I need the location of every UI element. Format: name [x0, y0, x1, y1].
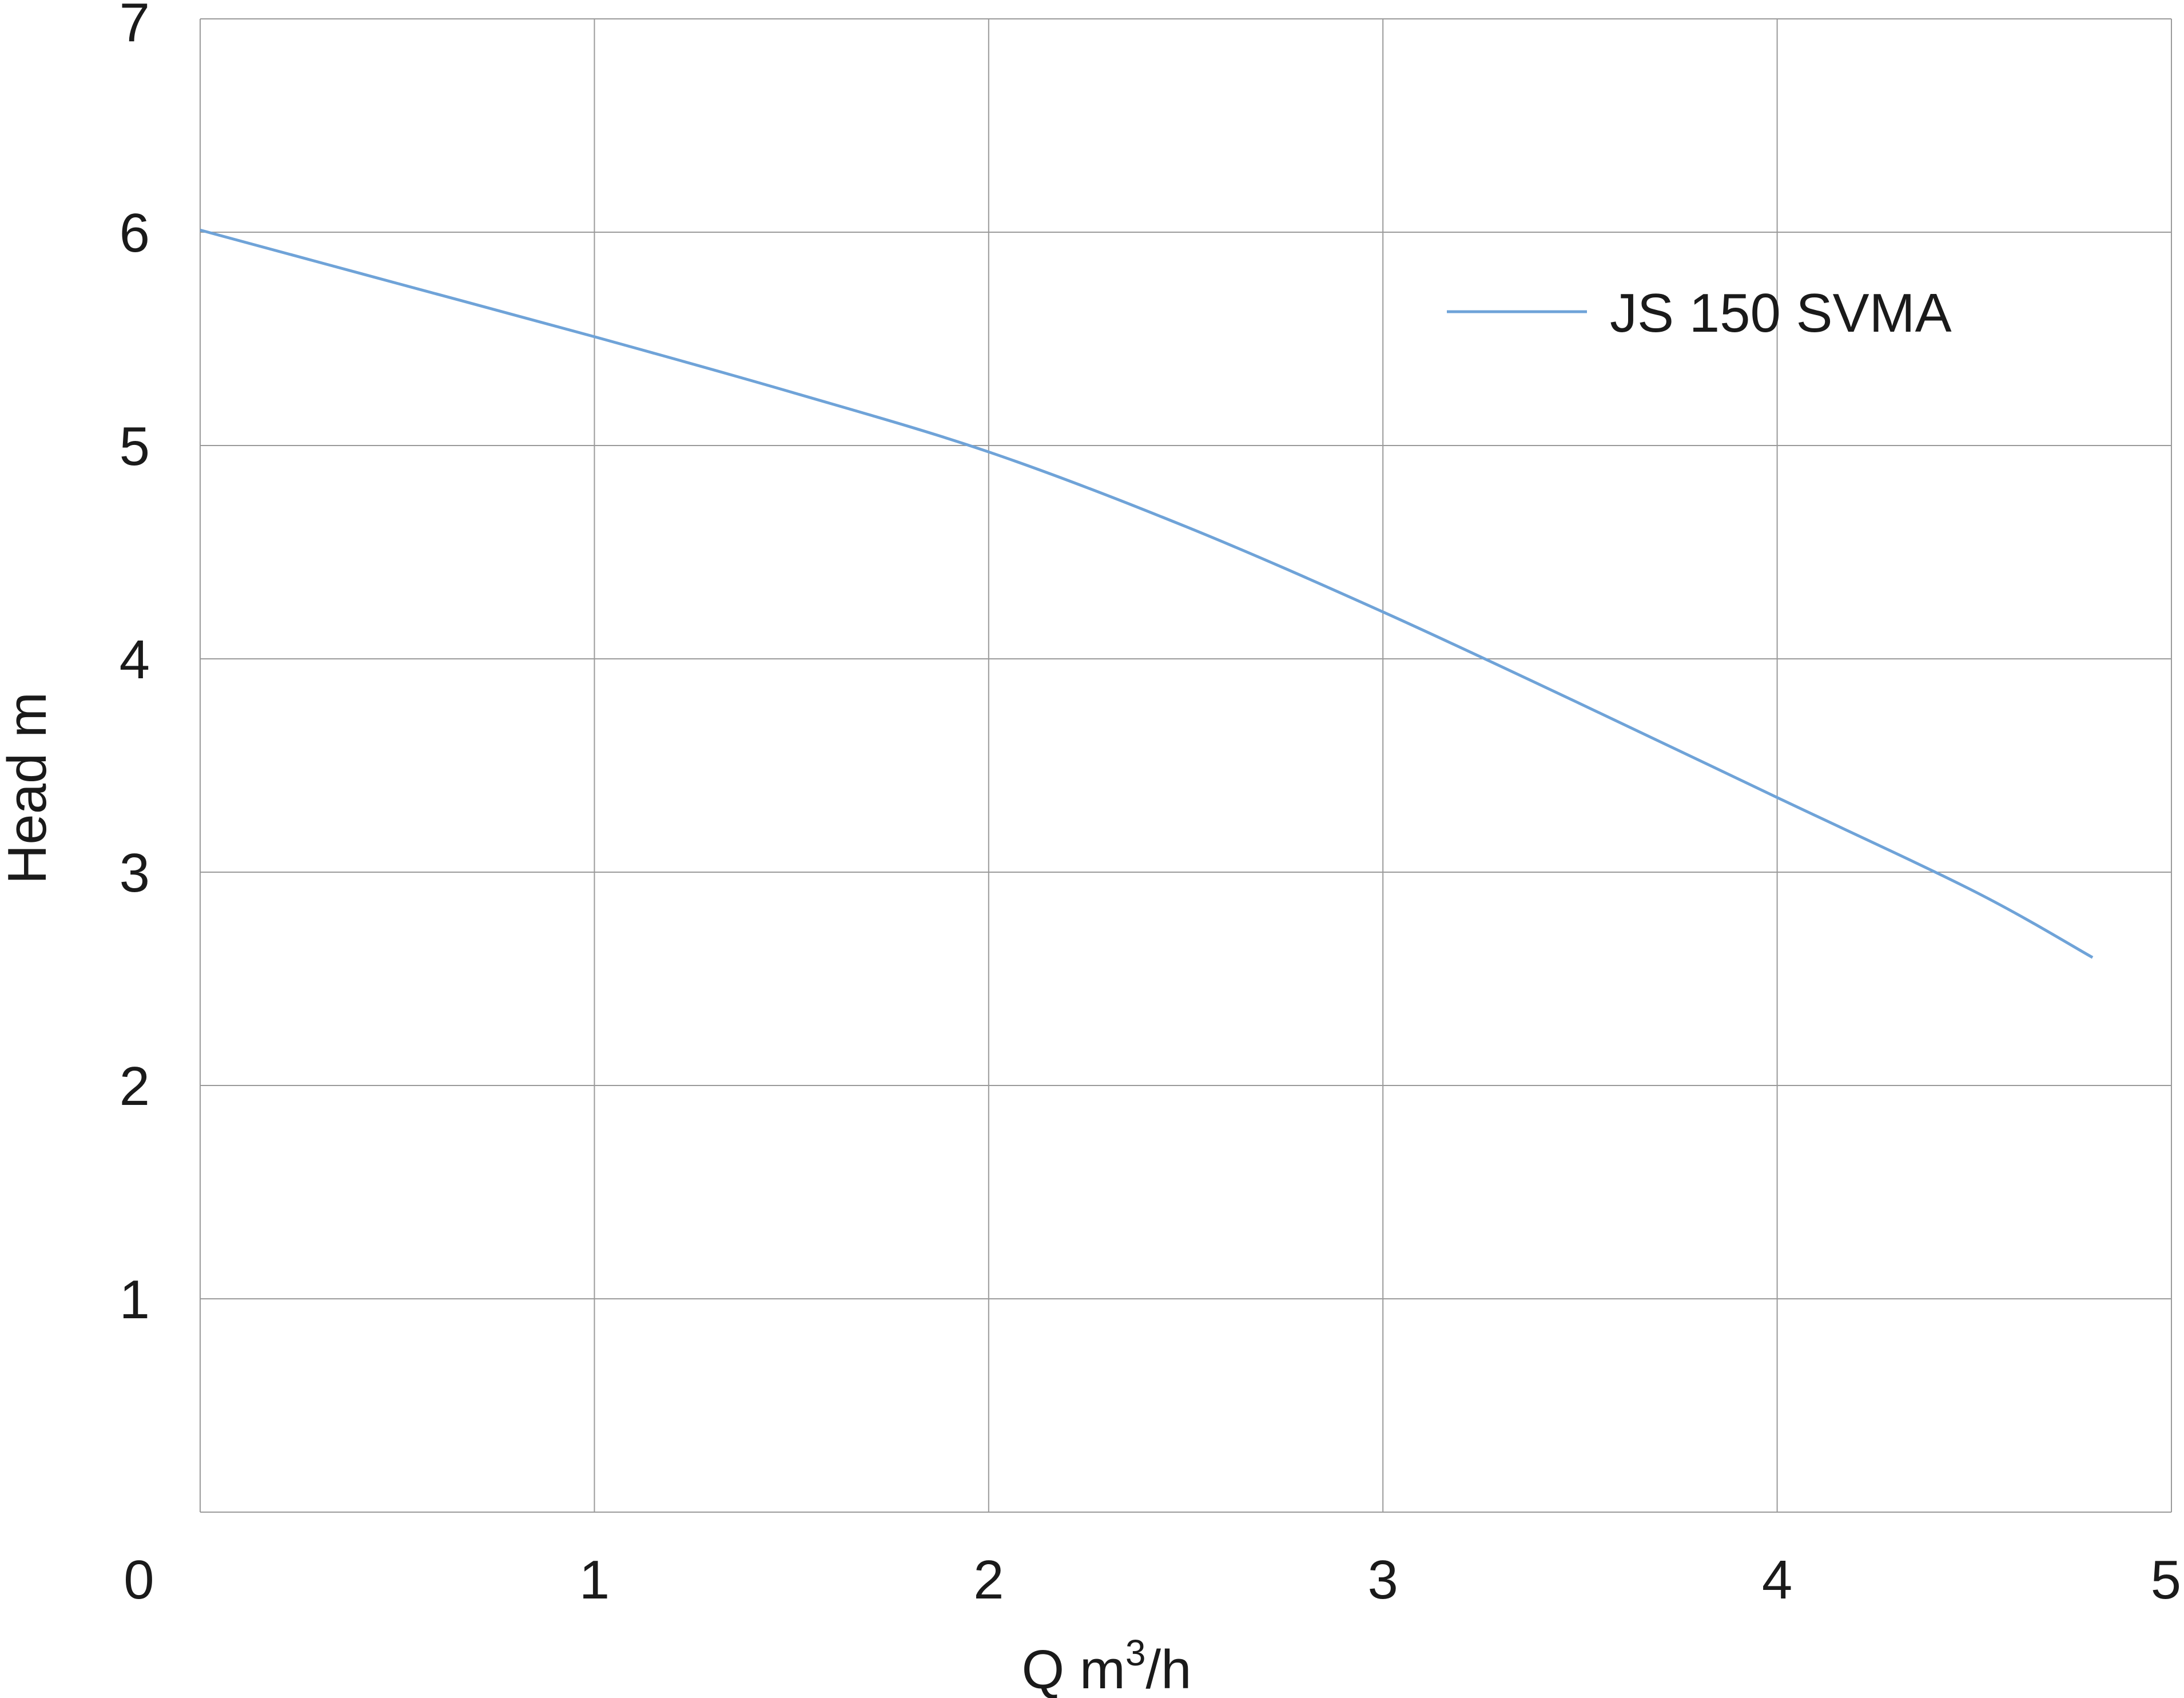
- x-tick-label: 2: [973, 1549, 1004, 1610]
- y-tick-label: 5: [120, 416, 150, 477]
- y-tick-label: 4: [120, 629, 150, 690]
- legend-label-js-150-svma: JS 150 SVMA: [1610, 283, 1952, 344]
- y-axis-ticks: 1 2 3 4 5 6 7: [120, 0, 150, 1330]
- x-tick-label: 1: [579, 1549, 610, 1610]
- x-tick-label: 0: [124, 1549, 154, 1610]
- y-tick-label: 3: [120, 842, 150, 904]
- y-tick-label: 6: [120, 202, 150, 264]
- x-axis-title-main: Q m: [1022, 1639, 1125, 1698]
- x-axis-title: Q m3/h: [1022, 1632, 1192, 1698]
- grid: [200, 18, 2172, 1513]
- series-line-0: [200, 228, 2094, 959]
- y-tick-label: 1: [120, 1269, 150, 1330]
- legend: JS 150 SVMA: [1447, 283, 1952, 344]
- x-tick-label: 4: [1762, 1549, 1792, 1610]
- series: [200, 228, 2094, 959]
- y-tick-label: 7: [120, 0, 150, 53]
- x-axis-ticks: 0 1 2 3 4 5: [124, 1549, 2181, 1610]
- x-axis-title-suffix: /h: [1145, 1639, 1191, 1698]
- x-axis-title-superscript: 3: [1125, 1632, 1146, 1673]
- x-tick-label: 3: [1368, 1549, 1398, 1610]
- y-axis-title: Head m: [0, 692, 58, 884]
- x-tick-label: 5: [2151, 1549, 2181, 1610]
- y-tick-label: 2: [120, 1056, 150, 1117]
